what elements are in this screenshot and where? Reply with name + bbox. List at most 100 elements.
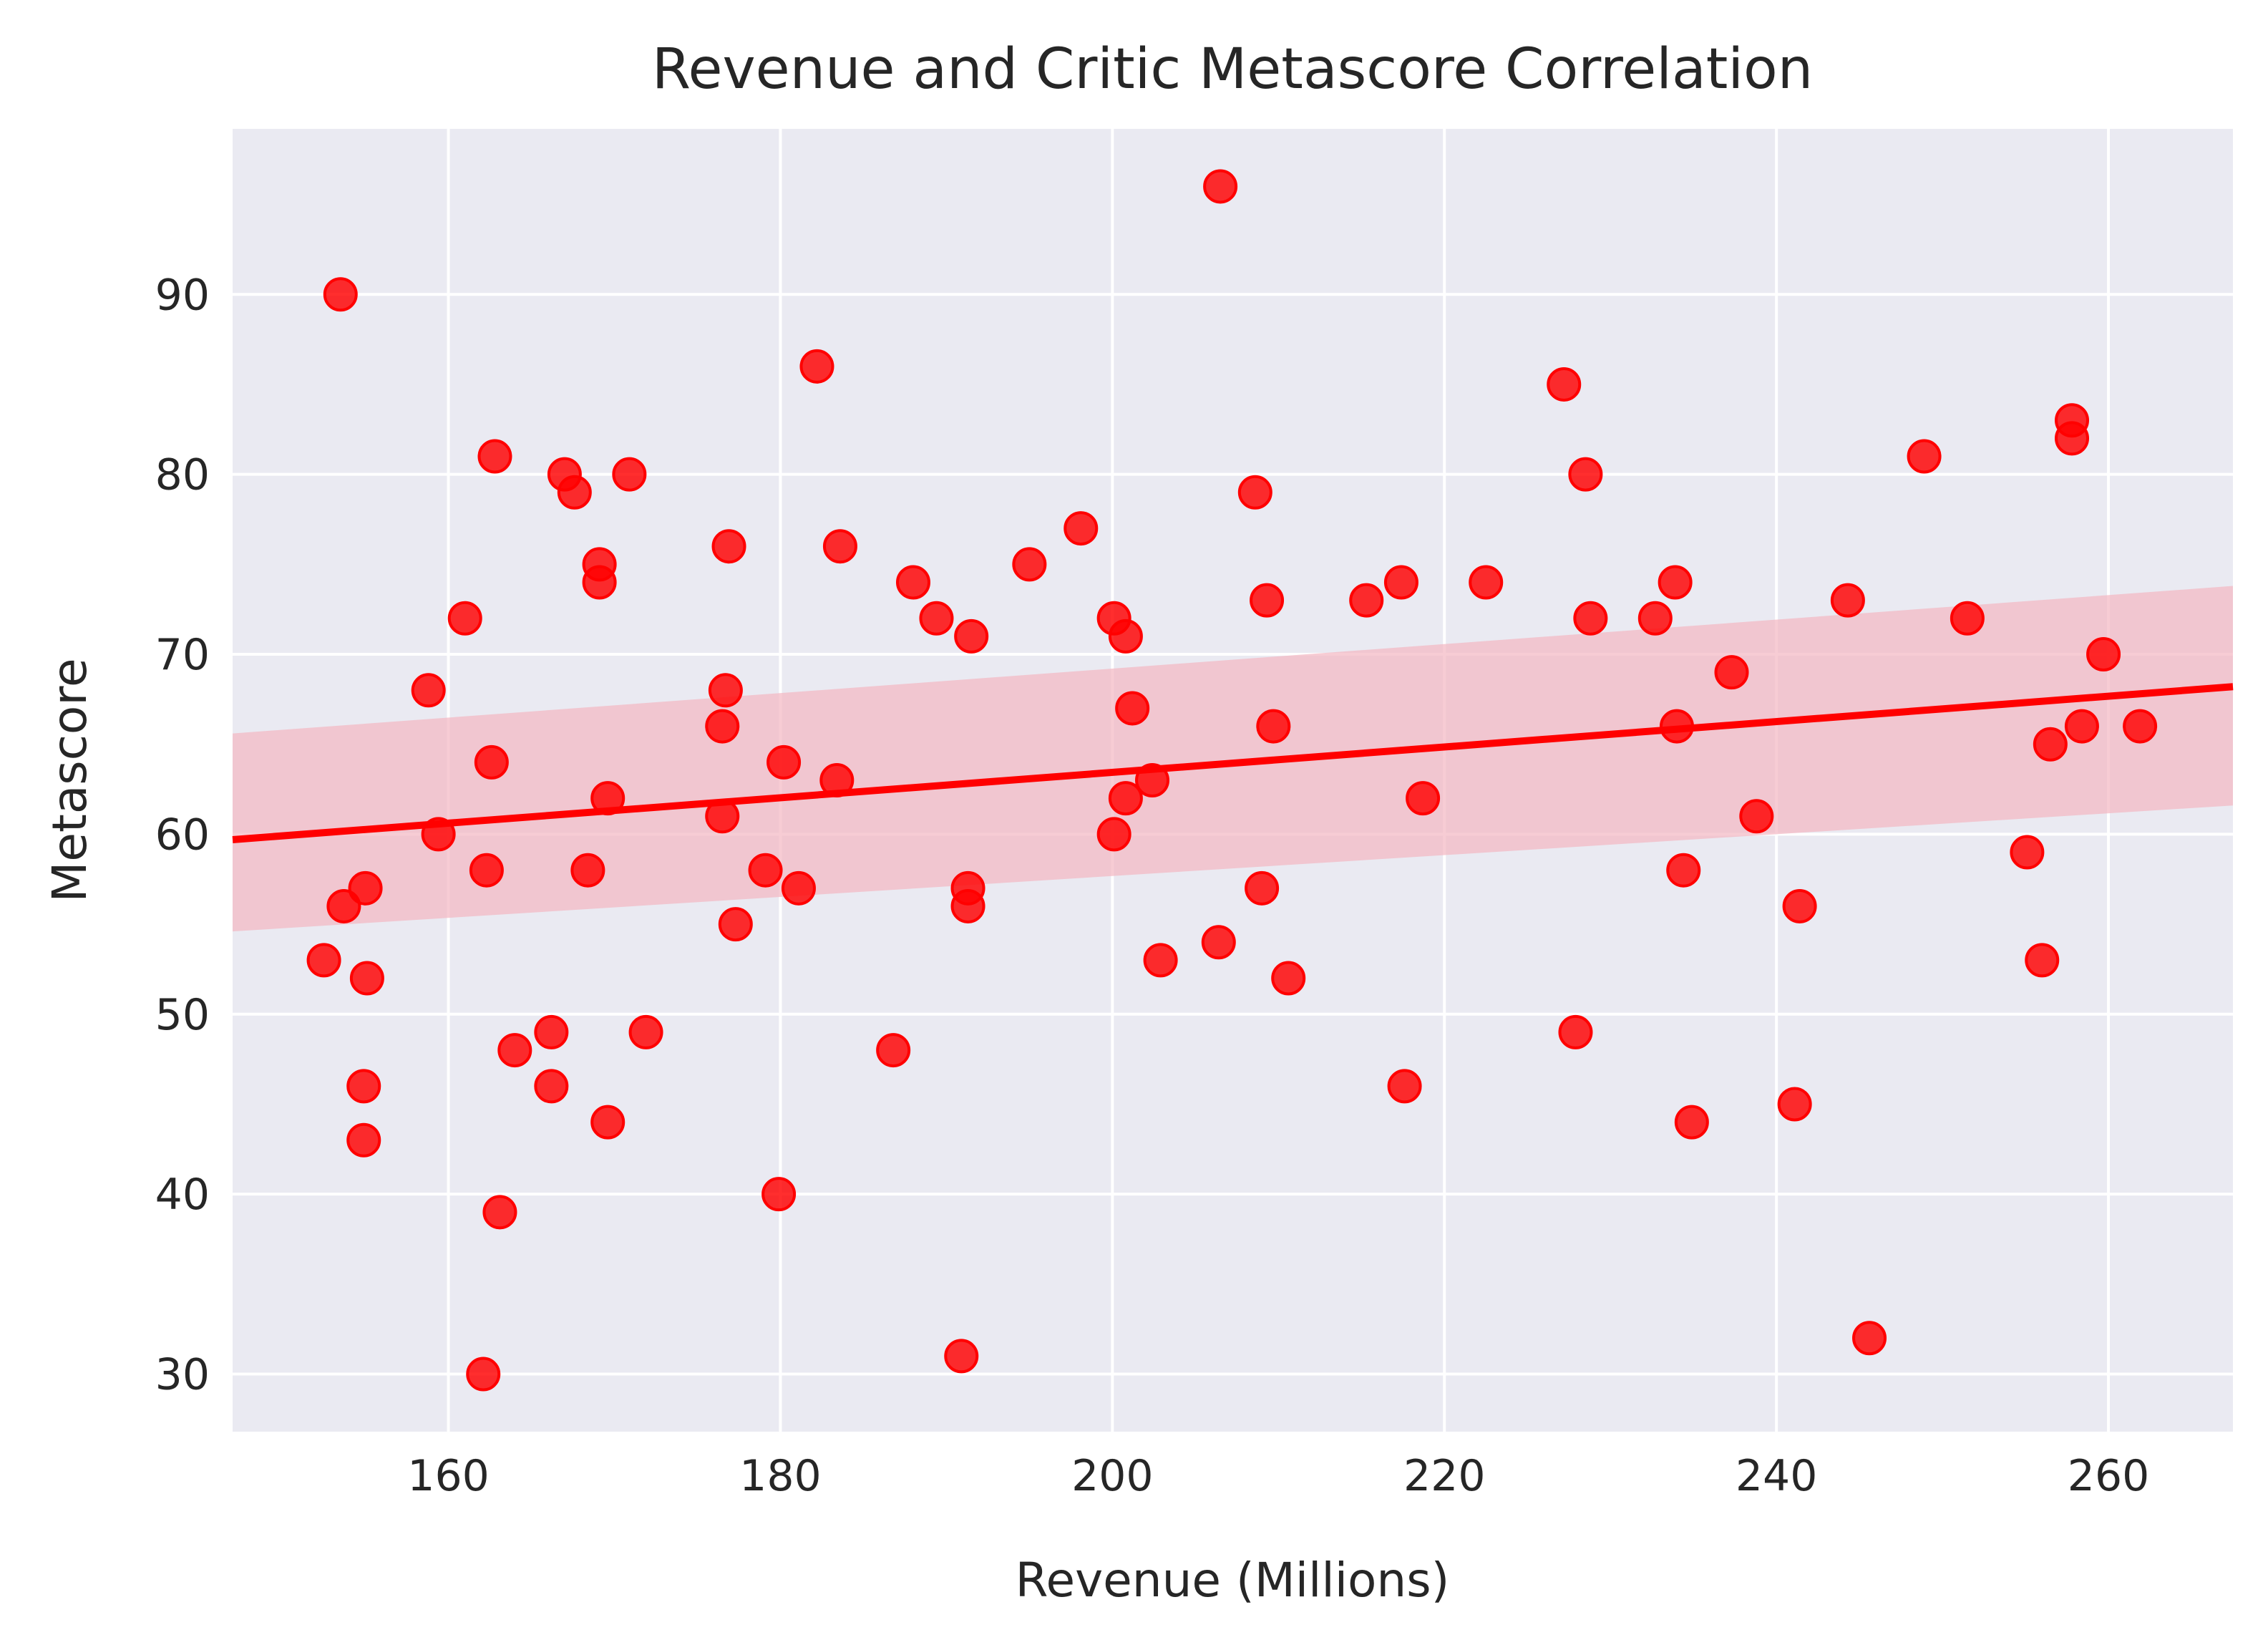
data-point <box>590 1105 626 1140</box>
data-point <box>582 565 617 600</box>
data-point <box>346 1122 381 1158</box>
y-tick-label: 70 <box>155 630 210 680</box>
data-point <box>570 853 605 888</box>
data-point <box>895 565 930 600</box>
data-point <box>477 439 512 474</box>
data-point <box>447 601 482 636</box>
data-point <box>1237 475 1272 510</box>
data-point <box>1406 781 1441 816</box>
data-point <box>1469 565 1504 600</box>
data-point <box>1387 1069 1422 1104</box>
data-point <box>954 618 989 654</box>
x-tick-label: 200 <box>1071 1451 1154 1501</box>
data-point <box>2123 709 2158 744</box>
data-point <box>1568 457 1603 492</box>
data-point <box>919 601 954 636</box>
data-point <box>718 907 753 942</box>
data-point <box>1349 583 1384 618</box>
data-point <box>708 673 743 708</box>
data-point <box>534 1014 569 1049</box>
data-point <box>497 1033 532 1068</box>
data-point <box>306 943 341 978</box>
data-point <box>1852 1321 1887 1356</box>
regression-line-path <box>232 683 2234 843</box>
data-point <box>628 1014 663 1049</box>
data-point <box>2010 835 2045 870</box>
data-point <box>346 1069 381 1104</box>
regression-line <box>232 683 2234 843</box>
x-axis-label: Revenue (Millions) <box>1016 1553 1450 1608</box>
data-point <box>1245 870 1280 906</box>
data-point <box>474 744 509 780</box>
data-point <box>1739 799 1774 834</box>
data-point <box>1666 853 1701 888</box>
data-point <box>711 529 746 564</box>
data-point <box>799 349 834 384</box>
data-point <box>2086 637 2121 672</box>
data-point <box>469 853 504 888</box>
data-point <box>1558 1014 1593 1049</box>
data-point <box>349 961 384 996</box>
data-point <box>1096 817 1131 852</box>
data-point <box>1907 439 1942 474</box>
data-point <box>876 1033 911 1068</box>
data-point <box>1950 601 1985 636</box>
data-point <box>748 853 783 888</box>
data-point <box>612 457 647 492</box>
chart-title: Revenue and Critic Metascore Correlation <box>652 37 1813 102</box>
data-point <box>1830 583 1865 618</box>
data-point <box>1108 781 1143 816</box>
data-point <box>950 888 985 923</box>
data-point <box>1203 169 1238 204</box>
data-point <box>1714 655 1749 690</box>
data-point <box>323 277 358 312</box>
y-tick-label: 40 <box>155 1170 210 1220</box>
data-point <box>1143 943 1178 978</box>
data-point <box>2064 709 2099 744</box>
data-point <box>1674 1105 1709 1140</box>
data-point <box>1782 888 1817 923</box>
x-tick-label: 180 <box>739 1451 822 1501</box>
data-point <box>781 870 816 906</box>
data-point <box>482 1195 517 1230</box>
data-point <box>1658 565 1693 600</box>
y-tick-label: 60 <box>155 810 210 860</box>
data-point <box>822 529 857 564</box>
data-point <box>466 1357 501 1392</box>
y-tick-label: 30 <box>155 1350 210 1400</box>
x-tick-label: 160 <box>407 1451 490 1501</box>
data-point <box>1115 691 1150 726</box>
data-point <box>411 673 446 708</box>
y-tick-labels: 30 40 50 60 70 80 90 <box>155 270 210 1399</box>
data-point <box>1637 601 1673 636</box>
data-point <box>1250 583 1285 618</box>
data-point <box>1777 1087 1812 1122</box>
y-tick-label: 50 <box>155 990 210 1040</box>
data-point <box>2025 943 2060 978</box>
x-tick-labels: 160 180 200 220 240 260 <box>407 1451 2149 1501</box>
y-tick-label: 80 <box>155 450 210 500</box>
y-axis-label: Metascore <box>42 658 97 902</box>
data-point <box>1547 367 1582 402</box>
data-point <box>1573 601 1608 636</box>
x-tick-label: 260 <box>2068 1451 2150 1501</box>
data-point <box>1201 925 1236 960</box>
data-point <box>705 709 740 744</box>
data-point <box>534 1069 569 1104</box>
x-tick-label: 240 <box>1736 1451 1818 1501</box>
data-point <box>1064 511 1099 546</box>
data-point <box>1256 709 1291 744</box>
x-tick-label: 220 <box>1403 1451 1486 1501</box>
data-point <box>761 1177 797 1212</box>
data-points <box>306 169 2158 1392</box>
data-point <box>557 475 592 510</box>
y-tick-label: 90 <box>155 270 210 320</box>
data-point <box>1383 565 1418 600</box>
data-point <box>766 744 802 780</box>
data-point <box>1012 547 1047 582</box>
data-point <box>348 870 383 906</box>
data-point <box>1108 618 1143 654</box>
data-point <box>2033 727 2068 762</box>
data-point <box>1271 961 1306 996</box>
